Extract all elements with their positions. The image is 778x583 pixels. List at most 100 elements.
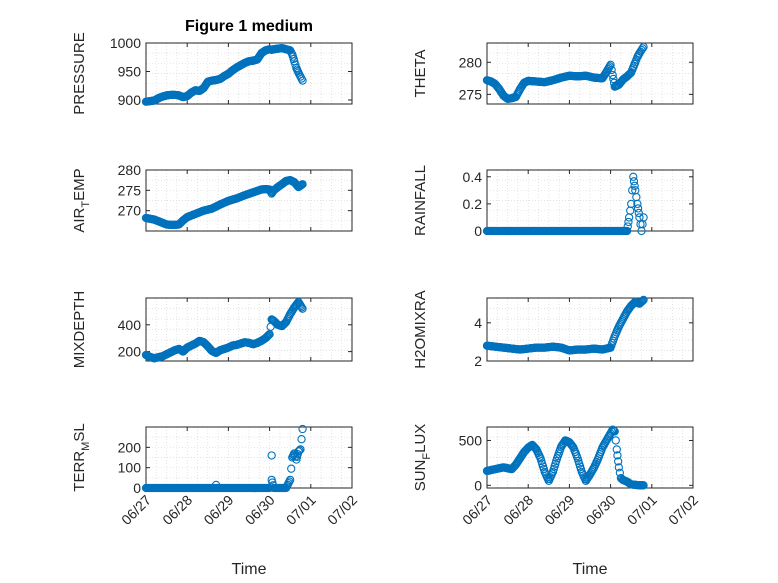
data-series (141, 424, 307, 493)
data-series (482, 42, 648, 104)
data-point (638, 296, 647, 305)
x-tick-label: 06/27 (118, 492, 154, 528)
data-point (611, 436, 620, 445)
data-point (264, 330, 273, 340)
y-axis-label: TERRMSL (71, 423, 92, 491)
data-point (633, 204, 643, 213)
data-series (482, 172, 648, 236)
data-point (610, 427, 619, 436)
data-series (482, 295, 648, 355)
x-tick-label: 06/29 (200, 492, 236, 528)
subplot-theta: 275 280 THETA (412, 42, 694, 105)
y-tick-label: 500 (459, 432, 483, 448)
y-tick-label: 900 (118, 92, 142, 108)
data-point (286, 475, 295, 485)
data-point (614, 457, 623, 466)
y-tick-label: 275 (118, 182, 142, 198)
data-point (267, 451, 276, 460)
x-tick-label: 07/01 (624, 492, 660, 528)
data-point (298, 424, 307, 434)
data-point (298, 180, 307, 189)
subplot-terr: 0 100 200 06/27 06/28 06/29 06/30 07/01 07/02 TER… (71, 423, 360, 578)
grid (145, 427, 353, 488)
x-axis-label: Time (573, 561, 608, 578)
y-tick-label: 0 (474, 223, 482, 239)
y-tick-label: 270 (118, 203, 142, 219)
data-point (634, 208, 643, 218)
data-point (633, 199, 642, 209)
x-tick-label: 06/29 (541, 492, 577, 528)
data-point (624, 217, 633, 227)
axes-box (486, 42, 694, 105)
data-point (294, 447, 303, 456)
y-axis-label: PRESSURE (71, 32, 88, 115)
axes-box (486, 426, 694, 489)
subplot-pressure: 900 950 1000 PRESSURE Figure 1 medium (71, 18, 353, 115)
data-point (639, 295, 648, 305)
y-axis-label: THETA (412, 49, 429, 97)
y-tick-label: 0 (133, 480, 141, 496)
subplot-h2omixra: 2 4 H2OMIXRA (412, 290, 694, 369)
data-point (567, 441, 577, 450)
y-tick-label: 4 (474, 315, 482, 331)
data-point (295, 446, 304, 455)
data-series (141, 297, 307, 363)
data-point (612, 445, 621, 454)
subplot-mixdepth: 200 400 MIXDEPTH (71, 291, 353, 369)
y-tick-label: 0 (474, 477, 482, 493)
data-point (639, 481, 648, 490)
data-series (141, 176, 307, 230)
data-point (629, 177, 639, 186)
data-point (630, 181, 639, 190)
data-point (614, 463, 623, 472)
grid (486, 170, 694, 231)
y-tick-label: 1000 (110, 35, 141, 51)
data-point (297, 435, 306, 444)
data-point (609, 74, 618, 84)
x-tick-label: 06/28 (159, 492, 195, 528)
data-point (638, 44, 647, 53)
data-point (607, 65, 616, 75)
data-point (627, 199, 636, 209)
axes-box (145, 169, 353, 232)
data-point (211, 480, 221, 490)
y-tick-label: 275 (459, 86, 483, 102)
y-tick-label: 2 (474, 353, 482, 369)
y-axis-label: MIXDEPTH (71, 291, 88, 369)
data-point (623, 222, 632, 231)
x-tick-label: 06/27 (459, 492, 495, 528)
y-axis-label: RAINFALL (412, 165, 429, 236)
data-point (639, 42, 648, 52)
data-point (628, 186, 637, 195)
data-point (609, 426, 618, 435)
y-tick-label: 200 (118, 344, 142, 360)
subplot-sun: 0 500 06/27 06/28 06/29 06/30 07/01 07/02 SUNFLU… (412, 424, 701, 578)
data-point (296, 445, 305, 454)
axes-box (145, 42, 353, 105)
y-axis-label: AIRTEMP (71, 168, 92, 232)
data-point (263, 331, 273, 340)
subplot-air: 270 275 280 AIRTEMP (71, 162, 353, 233)
x-tick-label: 07/01 (283, 492, 319, 528)
data-point (622, 226, 632, 236)
y-axis-label: SUNFLUX (412, 424, 433, 492)
data-point (298, 304, 307, 313)
x-tick-label: 06/30 (583, 492, 619, 528)
y-tick-label: 200 (118, 439, 142, 455)
y-tick-label: 280 (459, 54, 483, 70)
data-point (262, 332, 272, 341)
y-tick-label: 950 (118, 64, 142, 80)
y-axis-label: H2OMIXRA (412, 290, 429, 368)
data-point (608, 425, 617, 434)
y-tick-label: 0.2 (463, 196, 483, 212)
data-point (297, 303, 306, 312)
x-tick-label: 06/28 (500, 492, 536, 528)
y-tick-label: 100 (118, 460, 142, 476)
data-point (298, 76, 307, 85)
data-point (613, 451, 622, 460)
data-series (482, 425, 648, 490)
x-tick-label: 07/02 (665, 492, 701, 528)
y-tick-label: 280 (118, 162, 142, 178)
y-tick-label: 0.4 (463, 169, 483, 185)
